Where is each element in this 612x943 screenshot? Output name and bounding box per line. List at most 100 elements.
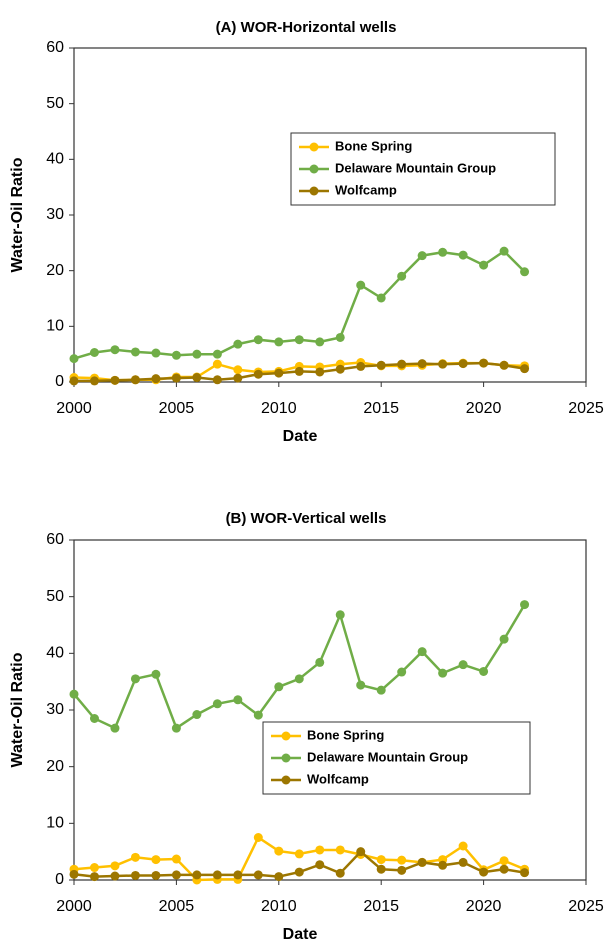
y-tick-label: 40	[46, 645, 64, 662]
legend-label: Delaware Mountain Group	[335, 160, 496, 175]
data-point	[130, 375, 140, 385]
data-point	[233, 870, 243, 880]
data-point	[458, 359, 468, 369]
data-point	[253, 369, 263, 379]
y-tick-label: 60	[46, 531, 64, 548]
data-point	[69, 689, 79, 699]
data-point	[69, 376, 79, 386]
y-tick-label: 60	[46, 39, 64, 56]
x-tick-label: 2000	[56, 400, 92, 417]
y-tick-label: 10	[46, 318, 64, 335]
data-point	[499, 864, 509, 874]
data-point	[89, 863, 99, 873]
data-point	[294, 867, 304, 877]
chart-title: (B) WOR-Vertical wells	[226, 510, 387, 527]
data-point	[212, 699, 222, 709]
x-tick-label: 2005	[159, 400, 195, 417]
data-point	[233, 365, 243, 375]
data-point	[356, 280, 366, 290]
data-point	[294, 366, 304, 376]
legend-label: Bone Spring	[307, 727, 384, 742]
data-point	[294, 674, 304, 684]
data-point	[212, 359, 222, 369]
data-point	[110, 345, 120, 355]
data-point	[69, 869, 79, 879]
x-axis-label: Date	[283, 428, 318, 445]
data-point	[130, 870, 140, 880]
data-point	[397, 359, 407, 369]
data-point	[397, 667, 407, 677]
legend-label: Wolfcamp	[335, 182, 397, 197]
data-point	[499, 634, 509, 644]
data-point	[151, 348, 161, 358]
chart-title: (A) WOR-Horizontal wells	[216, 19, 397, 36]
data-point	[110, 723, 120, 733]
x-tick-label: 2000	[56, 898, 92, 915]
data-point	[520, 364, 530, 374]
data-point	[335, 332, 345, 342]
data-point	[69, 354, 79, 364]
data-point	[171, 373, 181, 383]
data-point	[192, 373, 202, 383]
data-point	[212, 870, 222, 880]
data-point	[274, 682, 284, 692]
legend-marker	[309, 186, 319, 196]
y-tick-label: 50	[46, 588, 64, 605]
data-point	[151, 870, 161, 880]
data-point	[151, 374, 161, 384]
data-point	[192, 870, 202, 880]
legend-box	[290, 132, 556, 206]
x-tick-label: 2010	[261, 898, 297, 915]
data-point	[479, 666, 489, 676]
data-point	[315, 845, 325, 855]
data-point	[438, 668, 448, 678]
data-point	[479, 260, 489, 270]
data-point	[233, 695, 243, 705]
data-point	[520, 600, 530, 610]
y-tick-label: 20	[46, 758, 64, 775]
data-point	[458, 857, 468, 867]
legend-marker	[281, 753, 291, 763]
data-point	[274, 368, 284, 378]
data-point	[110, 375, 120, 385]
x-tick-label: 2020	[466, 400, 502, 417]
legend-marker	[309, 164, 319, 174]
data-point	[171, 854, 181, 864]
data-point	[192, 349, 202, 359]
legend-marker	[281, 731, 291, 741]
data-point	[253, 833, 263, 842]
data-point	[110, 871, 120, 881]
x-axis-label: Date	[283, 926, 318, 943]
data-point	[89, 347, 99, 357]
data-point	[151, 669, 161, 679]
legend-marker	[309, 142, 319, 152]
data-point	[417, 647, 427, 657]
plot-frame	[73, 47, 587, 383]
data-point	[212, 375, 222, 385]
data-point	[356, 361, 366, 371]
data-point	[458, 841, 468, 851]
y-tick-label: 40	[46, 151, 64, 168]
data-point	[171, 723, 181, 733]
x-tick-label: 2010	[261, 400, 297, 417]
data-point	[356, 847, 366, 857]
data-point	[397, 271, 407, 281]
data-point	[315, 337, 325, 347]
y-axis-label: Water-Oil Ratio	[9, 652, 26, 767]
data-point	[274, 872, 284, 882]
data-point	[499, 246, 509, 256]
legend-label: Delaware Mountain Group	[307, 749, 468, 764]
data-point	[335, 868, 345, 878]
data-point	[89, 714, 99, 723]
data-point	[417, 359, 427, 369]
y-axis-label: Water-Oil Ratio	[9, 157, 26, 272]
y-tick-label: 50	[46, 95, 64, 112]
data-point	[438, 359, 448, 369]
data-point	[376, 864, 386, 874]
data-point	[89, 872, 99, 882]
data-point	[438, 860, 448, 870]
data-point	[376, 360, 386, 370]
data-point	[499, 856, 509, 866]
